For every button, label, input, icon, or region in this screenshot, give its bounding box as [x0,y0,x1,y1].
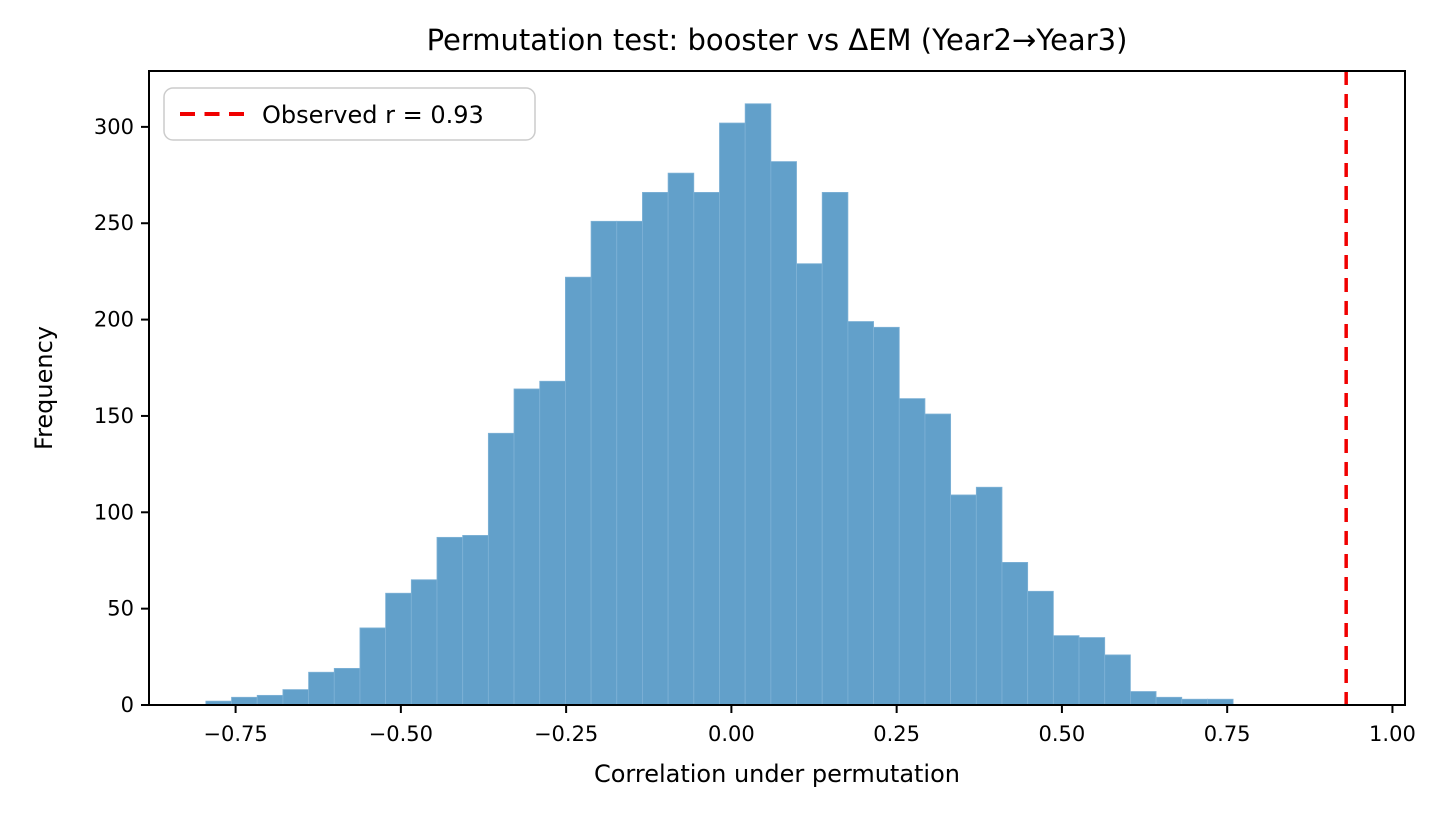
histogram-bar [1001,562,1029,706]
histogram-bar [924,413,952,706]
legend: Observed r = 0.93 [163,87,536,141]
histogram-bar [385,592,412,706]
histogram-bar [1155,696,1183,706]
histogram-bar [847,321,874,706]
x-tick-label: 1.00 [1369,722,1416,746]
x-tick-label: −0.75 [203,722,267,746]
histogram-bar [616,220,643,706]
histogram-bar [256,694,284,706]
x-tick-label: 0.50 [1039,722,1086,746]
y-tick-label: 300 [94,115,134,139]
x-axis-label: Correlation under permutation [594,760,960,788]
x-tick-label: 0.00 [708,722,755,746]
histogram-bar [1130,691,1157,706]
histogram-bar [1104,654,1131,706]
histogram-bar [231,696,258,706]
histogram-bar [667,172,695,706]
histogram-bar [950,494,977,706]
y-tick-label: 200 [94,308,134,332]
chart-title: Permutation test: booster vs ΔEM (Year2→… [427,23,1128,57]
histogram-bar [642,191,669,706]
histogram-bar [744,103,772,706]
histogram-bar [873,326,900,706]
histogram-bar [898,398,926,706]
x-tick-label: −0.50 [369,722,433,746]
histogram-bar [333,667,361,706]
y-tick-label: 100 [94,500,134,524]
y-axis-ticks: 0 50 100 150 200 250 300 [94,115,149,717]
y-tick-label: 150 [94,404,134,428]
histogram-bar [693,191,720,706]
y-tick-label: 250 [94,211,134,235]
plot-frame [148,70,1406,706]
histogram-bar [436,536,464,706]
x-tick-label: 0.75 [1204,722,1251,746]
histogram-bar [796,263,823,706]
histogram-bar [308,671,335,706]
histogram-bar [462,535,489,706]
histogram-bars-layer [205,103,1234,706]
histogram-bar [1078,637,1106,706]
histogram-bar [410,579,438,706]
histogram-bar [359,627,387,706]
histogram-bar [590,220,618,706]
histogram-bar [282,689,309,706]
x-tick-label: −0.25 [534,722,598,746]
histogram-bar [1052,635,1080,706]
histogram-bar [487,432,515,706]
y-axis-label: Frequency [30,326,58,450]
legend-box [163,87,536,141]
histogram-bar [513,388,541,706]
histogram-bar [1027,590,1054,706]
histogram-bar [821,191,849,706]
histogram-bar [975,486,1003,706]
histogram-bar [770,161,797,706]
histogram-bar [719,122,746,706]
histogram-bar [565,276,592,706]
legend-label: Observed r = 0.93 [262,101,484,129]
x-tick-label: 0.25 [873,722,920,746]
x-axis-ticks: −0.75 −0.50 −0.25 0.00 0.25 0.50 0.75 1.00 [203,705,1416,746]
histogram-bar [539,380,566,706]
y-tick-label: 0 [121,693,134,717]
y-tick-label: 50 [107,597,134,621]
